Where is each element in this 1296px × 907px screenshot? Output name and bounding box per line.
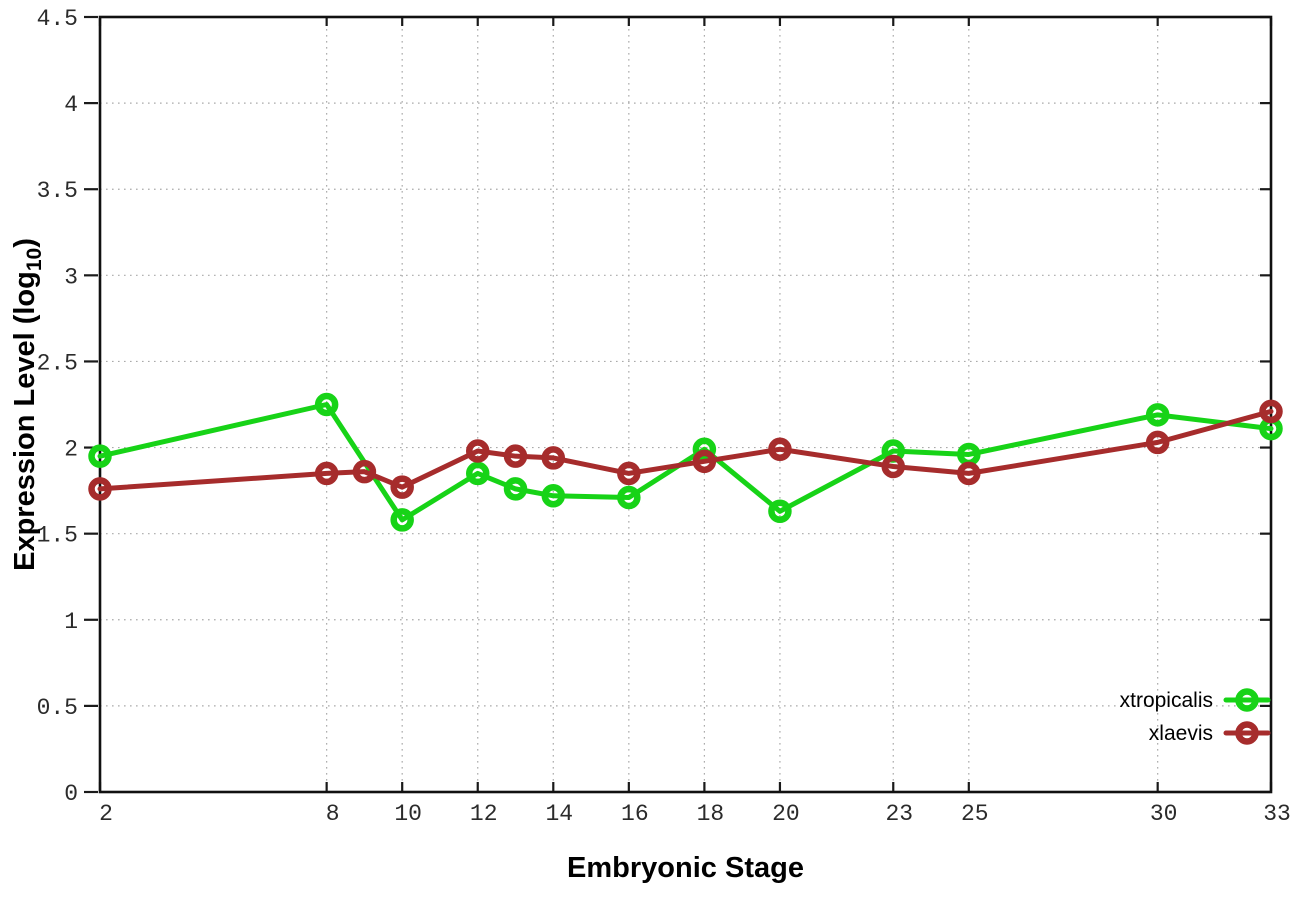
- y-tick-label: 4.5: [37, 6, 78, 32]
- y-tick-label: 3: [64, 264, 78, 290]
- legend-label-xtropicalis: xtropicalis: [1120, 689, 1213, 712]
- plot-frame: [98, 15, 1273, 794]
- x-axis-title: Embryonic Stage: [567, 852, 804, 884]
- data-point-xtropicalis: [314, 392, 339, 417]
- y-tick-label: 2: [64, 437, 78, 463]
- series-line-xlaevis: [97, 408, 1274, 492]
- data-point-xtropicalis: [617, 485, 641, 510]
- data-point-xtropicalis: [692, 437, 717, 462]
- y-axis-title: Expression Level (log10): [9, 238, 46, 571]
- x-tick-label: 10: [394, 801, 422, 827]
- y-tick-label: 4: [64, 92, 78, 118]
- data-point-xlaevis: [768, 437, 792, 462]
- data-point-xlaevis: [390, 475, 414, 499]
- x-tick-label: 33: [1263, 801, 1291, 827]
- legend-marker-xlaevis: [1235, 721, 1259, 745]
- x-tick-label: 23: [885, 801, 913, 827]
- data-point-xlaevis: [314, 461, 339, 486]
- x-tick-label: 12: [470, 801, 498, 827]
- data-point-xlaevis: [957, 461, 981, 486]
- y-tick-label: 3.5: [37, 178, 78, 204]
- y-tick-label: 0.5: [37, 695, 78, 721]
- data-point-xtropicalis: [768, 499, 792, 524]
- data-point-xlaevis: [692, 449, 717, 474]
- data-point-xtropicalis: [503, 477, 528, 501]
- data-point-xlaevis: [88, 477, 112, 501]
- data-point-xtropicalis: [465, 461, 490, 486]
- data-point-xlaevis: [352, 459, 377, 484]
- data-point-xtropicalis: [541, 484, 566, 508]
- data-point-xlaevis: [541, 446, 566, 470]
- data-point-xtropicalis: [1145, 403, 1170, 427]
- data-point-xlaevis: [881, 454, 906, 479]
- data-point-xlaevis: [1145, 430, 1170, 455]
- legend-marker-xtropicalis: [1235, 688, 1259, 712]
- y-tick-label: 0: [64, 781, 78, 807]
- x-tick-label: 14: [545, 801, 573, 827]
- x-tick-label: 2: [99, 801, 113, 827]
- data-point-xlaevis: [617, 461, 641, 486]
- data-point-xtropicalis: [390, 508, 414, 532]
- data-point-xlaevis: [1259, 399, 1283, 424]
- y-tick-label: 1.5: [37, 523, 78, 549]
- legend-label-xlaevis: xlaevis: [1149, 722, 1213, 745]
- data-point-xlaevis: [503, 444, 528, 468]
- x-tick-label: 18: [697, 801, 725, 827]
- x-tick-label: 30: [1150, 801, 1178, 827]
- y-tick-label: 2.5: [37, 350, 78, 376]
- x-tick-label: 20: [772, 801, 800, 827]
- data-point-xlaevis: [465, 439, 490, 463]
- x-tick-label: 16: [621, 801, 649, 827]
- series-line-xtropicalis: [97, 402, 1274, 523]
- data-point-xtropicalis: [88, 444, 112, 468]
- x-tick-label: 8: [326, 801, 340, 827]
- x-tick-label: 25: [961, 801, 989, 827]
- y-tick-label: 1: [64, 609, 78, 635]
